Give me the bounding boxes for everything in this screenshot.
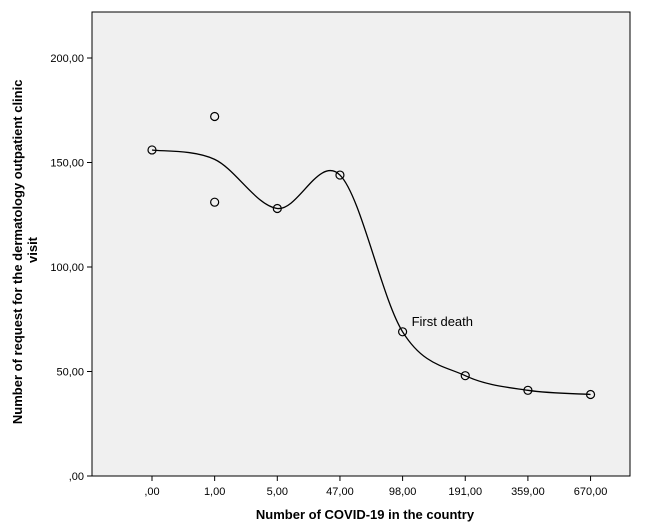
- data-point: [272, 203, 282, 214]
- fit-line: [151, 149, 591, 396]
- y-axis-title: Number of request for the dermatology ou…: [10, 76, 40, 424]
- data-point: [398, 327, 408, 337]
- y-axis: ,00 50,00 100,00 150,00 200,00: [50, 53, 92, 483]
- y-tick-label: ,00: [69, 471, 84, 483]
- x-axis-title: Number of COVID-19 in the country: [256, 507, 475, 522]
- y-tick-label: 200,00: [50, 53, 84, 65]
- y-axis-title-line-1: Number of request for the dermatology ou…: [10, 80, 25, 425]
- x-tick-label: 47,00: [326, 486, 354, 498]
- x-tick-label: 191,00: [448, 486, 482, 498]
- data-point: [523, 385, 533, 395]
- data-point: [335, 170, 345, 180]
- data-point: [460, 371, 470, 381]
- x-tick-label: ,00: [144, 486, 159, 498]
- data-points: [147, 111, 596, 400]
- x-tick-label: 1,00: [204, 486, 225, 498]
- x-tick-label: 359,00: [511, 486, 545, 498]
- x-tick-label: 5,00: [267, 486, 288, 498]
- annotation-label: First death: [412, 314, 473, 329]
- x-tick-label: 670,00: [574, 486, 608, 498]
- x-tick-label: 98,00: [389, 486, 417, 498]
- y-tick-label: 100,00: [50, 262, 84, 274]
- data-point: [585, 389, 596, 400]
- y-axis-title-line-2: visit: [25, 236, 40, 263]
- data-point: [210, 197, 220, 207]
- data-point: [210, 111, 220, 122]
- y-tick-label: 150,00: [50, 158, 84, 170]
- plot-area: [91, 11, 631, 477]
- x-axis: ,00 1,00 5,00 47,00 98,00 191,00 359,00 670,00: [144, 476, 607, 498]
- y-tick-label: 50,00: [56, 367, 84, 379]
- data-point: [147, 145, 157, 155]
- annotations: First death: [412, 314, 473, 329]
